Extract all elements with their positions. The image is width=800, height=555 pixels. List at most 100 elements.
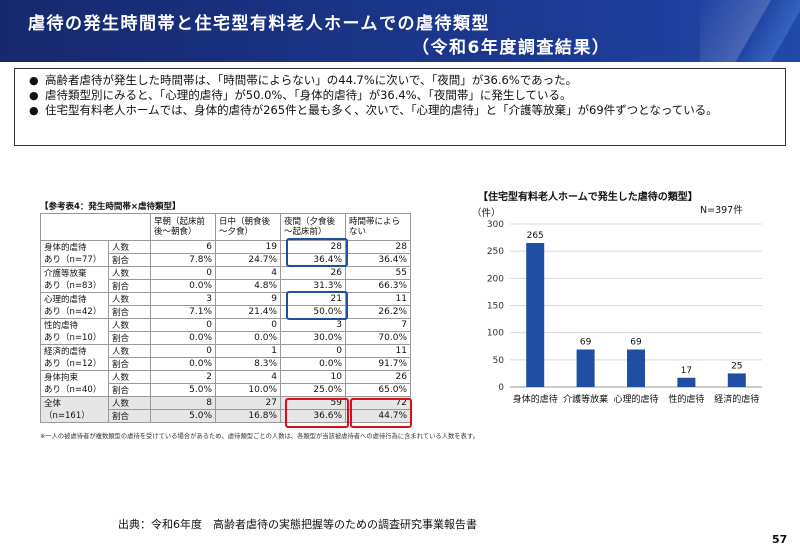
metric-label: 人数 (108, 370, 151, 384)
metric-label: 割合 (108, 357, 151, 371)
table-row: 心理的虐待 あり（n=42） 人数 3 9 21 11 (40, 292, 411, 319)
row-category-n: あり（n=77） (44, 254, 102, 265)
count-cell: 11 (345, 292, 411, 306)
count-cell: 10 (280, 370, 346, 384)
metric-label: 割合 (108, 305, 151, 319)
count-cell: 4 (215, 266, 281, 280)
percent-cell: 7.1% (150, 305, 216, 319)
table-row: 割合 0.0% 4.8% 31.3% 66.3% (41, 279, 411, 293)
count-cell: 55 (345, 266, 411, 280)
percent-cell: 26.2% (345, 305, 411, 319)
row-category: 全体 （n=161） (40, 396, 109, 423)
x-tick-label: 性的虐待 (668, 393, 704, 405)
percent-cell: 21.4% (215, 305, 281, 319)
bullet-icon: ● (29, 104, 39, 117)
summary-box: ● 高齢者虐待が発生した時間帯は、「時間帯によらない」の44.7%に次いで、「夜間… (14, 68, 786, 146)
row-category: 介護等放棄 あり（n=83） (40, 266, 109, 293)
y-tick-label: 100 (487, 329, 504, 339)
header-banner: 虐待の発生時間帯と住宅型有料老人ホームでの虐待類型 （令和6年度調査結果） (0, 0, 800, 62)
count-cell: 8 (150, 396, 216, 410)
row-category-name: 身体的虐待 (44, 242, 87, 253)
x-tick-label: 心理的虐待 (613, 393, 658, 405)
count-cell: 4 (215, 370, 281, 384)
count-cell: 19 (215, 240, 281, 254)
y-tick-label: 0 (498, 383, 504, 393)
highlight-total-anytime (350, 398, 412, 428)
metric-label: 人数 (108, 318, 151, 332)
data-label: 25 (731, 361, 742, 371)
table-row: 割合 5.0% 10.0% 25.0% 65.0% (41, 383, 411, 397)
metric-label: 人数 (108, 344, 151, 358)
percent-cell: 16.8% (215, 409, 281, 423)
percent-cell: 0.0% (280, 357, 346, 371)
count-cell: 0 (215, 318, 281, 332)
y-tick-label: 50 (493, 356, 505, 366)
count-cell: 7 (345, 318, 411, 332)
table-row: 割合 0.0% 0.0% 30.0% 70.0% (41, 331, 411, 345)
row-category: 性的虐待 あり（n=10） (40, 318, 109, 345)
percent-cell: 0.0% (150, 331, 216, 345)
percent-cell: 0.0% (150, 357, 216, 371)
table-row: 介護等放棄 あり（n=83） 人数 0 4 26 55 (40, 266, 411, 293)
metric-label: 割合 (108, 331, 151, 345)
count-cell: 0 (280, 344, 346, 358)
source-citation: 出典：令和6年度 高齢者虐待の実態把握等のための調査研究事業報告書 (118, 518, 477, 531)
metric-label: 割合 (108, 409, 151, 423)
count-cell: 3 (280, 318, 346, 332)
chart-n-label: N=397件 (700, 205, 743, 216)
reference-table: 早朝（起床前後～朝食） 日中（朝食後～夕食） 夜間（夕食後～起床前） 時間帯によ… (40, 213, 411, 423)
percent-cell: 4.8% (215, 279, 281, 293)
row-category-n: あり（n=10） (44, 332, 102, 343)
percent-cell: 91.7% (345, 357, 411, 371)
count-cell: 0 (150, 318, 216, 332)
row-category-n: あり（n=83） (44, 280, 102, 291)
page-title: 虐待の発生時間帯と住宅型有料老人ホームでの虐待類型 (28, 14, 490, 34)
page-number: 57 (772, 533, 788, 546)
row-category-name: 身体拘束 (44, 372, 79, 383)
row-category-n: あり（n=42） (44, 306, 102, 317)
bullet-icon: ● (29, 74, 39, 87)
count-cell: 0 (150, 266, 216, 280)
percent-cell: 7.8% (150, 253, 216, 267)
bar (627, 349, 645, 387)
table-corner (40, 213, 151, 241)
summary-item: ● 虐待類型別にみると、「心理的虐待」が50.0%、「身体的虐待」が36.4%、「… (29, 88, 572, 102)
percent-cell: 5.0% (150, 409, 216, 423)
count-cell: 3 (150, 292, 216, 306)
percent-cell: 0.0% (150, 279, 216, 293)
data-label: 17 (681, 366, 692, 376)
percent-cell: 44.7% (345, 409, 411, 423)
highlight-total-night (285, 398, 349, 428)
x-tick-label: 経済的虐待 (714, 393, 759, 405)
y-tick-label: 150 (487, 302, 504, 312)
count-cell: 1 (215, 344, 281, 358)
x-tick-label: 介護等放棄 (563, 393, 608, 405)
count-cell: 9 (215, 292, 281, 306)
bar-chart: 0 50 100 150 200 250 300 265 身体的虐待 69 介護等放棄 69 心理的虐待… (487, 220, 762, 405)
row-category-n: あり（n=12） (44, 358, 102, 369)
summary-item: ● 高齢者虐待が発生した時間帯は、「時間帯によらない」の44.7%に次いで、「夜間… (29, 73, 578, 87)
count-cell: 11 (345, 344, 411, 358)
metric-label: 人数 (108, 292, 151, 306)
row-category-n: （n=161） (44, 410, 90, 421)
table-note: ※一人の被虐待者が複数類型の虐待を受けている場合があるため、虐待類型ごとの人数は… (40, 433, 479, 440)
data-label: 69 (580, 338, 592, 348)
column-header: 日中（朝食後～夕食） (215, 213, 281, 241)
count-cell: 2 (150, 370, 216, 384)
percent-cell: 36.6% (280, 409, 346, 423)
column-header: 夜間（夕食後～起床前） (280, 213, 346, 241)
row-category: 心理的虐待 あり（n=42） (40, 292, 109, 319)
count-cell: 28 (345, 240, 411, 254)
metric-label: 割合 (108, 279, 151, 293)
count-cell: 26 (280, 266, 346, 280)
table-row: 経済的虐待 あり（n=12） 人数 0 1 0 11 (40, 344, 411, 371)
row-category: 経済的虐待 あり（n=12） (40, 344, 109, 371)
count-cell: 27 (215, 396, 281, 410)
data-label: 265 (527, 231, 544, 241)
x-tick-label: 身体的虐待 (513, 393, 558, 405)
percent-cell: 8.3% (215, 357, 281, 371)
row-category: 身体的虐待 あり（n=77） (40, 240, 109, 267)
metric-label: 人数 (108, 266, 151, 280)
row-category-name: 性的虐待 (44, 320, 79, 331)
y-tick-label: 250 (487, 247, 504, 257)
